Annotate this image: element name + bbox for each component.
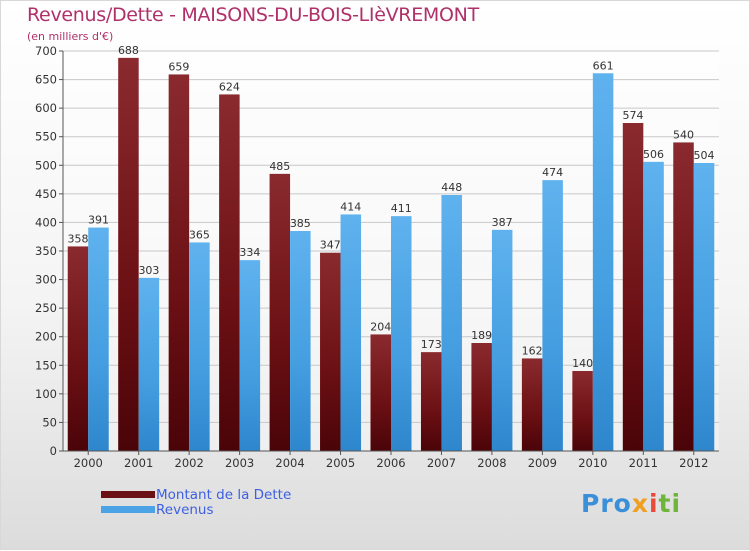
bar-revenus	[189, 242, 210, 451]
legend-swatch-revenus	[101, 506, 155, 513]
data-label-dette: 204	[370, 320, 391, 333]
bar-dette	[118, 57, 139, 451]
bar-revenus	[491, 229, 513, 451]
x-tick-label: 2009	[528, 456, 557, 470]
legend-swatch-dette	[101, 491, 155, 498]
x-tick-label: 2012	[679, 456, 708, 470]
data-label-dette: 688	[118, 44, 139, 57]
x-tick-label: 2011	[629, 456, 658, 470]
x-tick-label: 2005	[326, 456, 355, 470]
bar-dette	[420, 352, 442, 451]
bar-dette	[219, 94, 240, 451]
y-tick-label: 650	[35, 73, 57, 87]
data-label-dette: 659	[168, 60, 189, 73]
data-label-dette: 358	[67, 232, 88, 245]
bar-revenus	[340, 214, 362, 451]
bar-revenus	[693, 163, 715, 451]
data-label-revenus: 391	[88, 214, 109, 227]
y-tick-label: 450	[35, 187, 57, 201]
bar-dette	[168, 74, 190, 451]
bar-dette	[622, 123, 644, 451]
data-label-revenus: 411	[391, 202, 412, 215]
bar-revenus	[391, 216, 412, 451]
y-tick-label: 200	[35, 330, 57, 344]
data-label-dette: 574	[623, 109, 644, 122]
x-tick-label: 2006	[376, 456, 405, 470]
chart-legend: Montant de la Dette Revenus	[101, 486, 292, 518]
bar-dette	[471, 343, 492, 451]
bar-dette	[521, 358, 543, 451]
legend-label-dette: Montant de la Dette	[156, 486, 292, 503]
data-label-revenus: 504	[694, 149, 715, 162]
data-label-dette: 173	[421, 338, 442, 351]
chart-title: Revenus/Dette - MAISONS-DU-BOIS-LIèVREMO…	[27, 4, 479, 26]
x-tick-label: 2004	[275, 456, 304, 470]
bar-revenus	[290, 231, 311, 451]
bar-dette	[269, 173, 291, 451]
x-tick-label: 2010	[578, 456, 607, 470]
y-tick-label: 700	[35, 44, 57, 58]
y-tick-label: 400	[35, 215, 57, 229]
data-label-dette: 162	[522, 344, 543, 357]
bar-revenus	[643, 161, 664, 451]
bar-revenus	[592, 73, 614, 452]
bar-dette	[673, 142, 694, 451]
y-tick-label: 550	[35, 130, 57, 144]
data-label-dette: 540	[673, 128, 694, 141]
data-label-dette: 140	[572, 357, 593, 370]
y-tick-label: 150	[35, 358, 57, 372]
data-label-revenus: 303	[138, 264, 159, 277]
bar-dette	[370, 334, 391, 451]
data-label-revenus: 334	[239, 246, 260, 259]
bar-dette	[572, 371, 593, 451]
x-tick-label: 2001	[124, 456, 153, 470]
bar-revenus	[88, 227, 109, 451]
y-tick-label: 0	[50, 444, 57, 458]
data-label-revenus: 387	[492, 216, 513, 229]
data-label-dette: 485	[269, 160, 290, 173]
y-tick-label: 600	[35, 101, 57, 115]
y-tick-label: 250	[35, 301, 57, 315]
data-label-revenus: 365	[189, 228, 210, 241]
x-tick-label: 2000	[74, 456, 103, 470]
x-tick-label: 2003	[225, 456, 254, 470]
data-label-revenus: 506	[643, 148, 664, 161]
y-tick-label: 350	[35, 244, 57, 258]
x-tick-label: 2002	[175, 456, 204, 470]
chart-subtitle: (en milliers d'€)	[27, 30, 114, 43]
bar-revenus	[542, 180, 563, 451]
data-label-dette: 347	[320, 239, 341, 252]
proxiti-logo: Proxiti	[581, 489, 682, 518]
x-tick-label: 2008	[477, 456, 506, 470]
data-label-revenus: 414	[340, 200, 361, 213]
bar-revenus	[239, 260, 261, 451]
y-tick-label: 500	[35, 158, 57, 172]
y-tick-label: 50	[42, 415, 57, 429]
bar-dette	[67, 246, 89, 451]
data-label-revenus: 448	[441, 181, 462, 194]
data-label-revenus: 661	[593, 59, 614, 72]
bar-revenus	[138, 277, 160, 451]
x-tick-label: 2007	[427, 456, 456, 470]
legend-item-revenus: Revenus	[101, 501, 291, 518]
legend-label-revenus: Revenus	[156, 501, 214, 518]
y-tick-label: 100	[35, 387, 57, 401]
bar-revenus	[441, 195, 462, 451]
data-label-revenus: 385	[290, 217, 311, 230]
data-label-dette: 624	[219, 80, 240, 93]
y-tick-label: 300	[35, 273, 57, 287]
data-label-dette: 189	[471, 329, 492, 342]
bar-dette	[320, 252, 341, 451]
legend-item-dette: Montant de la Dette	[101, 486, 292, 503]
data-label-revenus: 474	[542, 166, 563, 179]
